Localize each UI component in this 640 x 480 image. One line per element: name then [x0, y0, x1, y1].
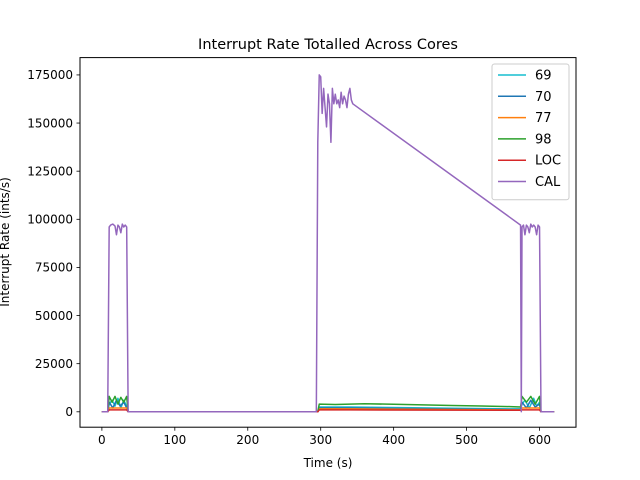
- x-tick-label: 0: [98, 433, 106, 447]
- x-axis: 0 100 200 300 400 500 600: [98, 427, 551, 447]
- legend-label-cal: CAL: [535, 175, 561, 190]
- y-tick-label: 150000: [27, 116, 73, 130]
- y-tick-label: 75000: [35, 261, 73, 275]
- x-tick-label: 600: [528, 433, 551, 447]
- y-tick-label: 125000: [27, 164, 73, 178]
- y-axis: 0 25000 50000 75000 100000 125000 150000 175000: [27, 68, 80, 419]
- legend-box: [491, 63, 570, 201]
- series-layer: [101, 74, 555, 413]
- chart-title: Interrupt Rate Totalled Across Cores: [198, 37, 458, 53]
- x-axis-label: Time (s): [303, 456, 353, 470]
- y-tick-label: 50000: [35, 309, 73, 323]
- series-line-98: [101, 395, 555, 413]
- y-axis-label: Interrupt Rate (ints/s): [0, 177, 12, 307]
- legend-label-loc: LOC: [535, 154, 561, 169]
- x-tick-label: 500: [455, 433, 478, 447]
- y-tick-label: 0: [65, 405, 73, 419]
- x-tick-label: 400: [382, 433, 405, 447]
- y-tick-label: 25000: [35, 357, 73, 371]
- legend-label-69: 69: [535, 69, 552, 84]
- y-tick-label: 175000: [27, 68, 73, 82]
- plot-frame: [79, 57, 577, 428]
- series-line-cal: [101, 74, 555, 413]
- x-tick-label: 200: [236, 433, 259, 447]
- y-tick-label: 100000: [27, 213, 73, 227]
- series-line-77: [101, 407, 555, 413]
- legend-label-77: 77: [535, 111, 552, 126]
- x-tick-label: 300: [309, 433, 332, 447]
- legend-label-70: 70: [535, 90, 552, 105]
- series-line-loc: [101, 409, 555, 413]
- legend-label-98: 98: [535, 132, 552, 147]
- legend: 69 70 77 98 LOC CAL: [491, 63, 570, 201]
- x-tick-label: 100: [163, 433, 186, 447]
